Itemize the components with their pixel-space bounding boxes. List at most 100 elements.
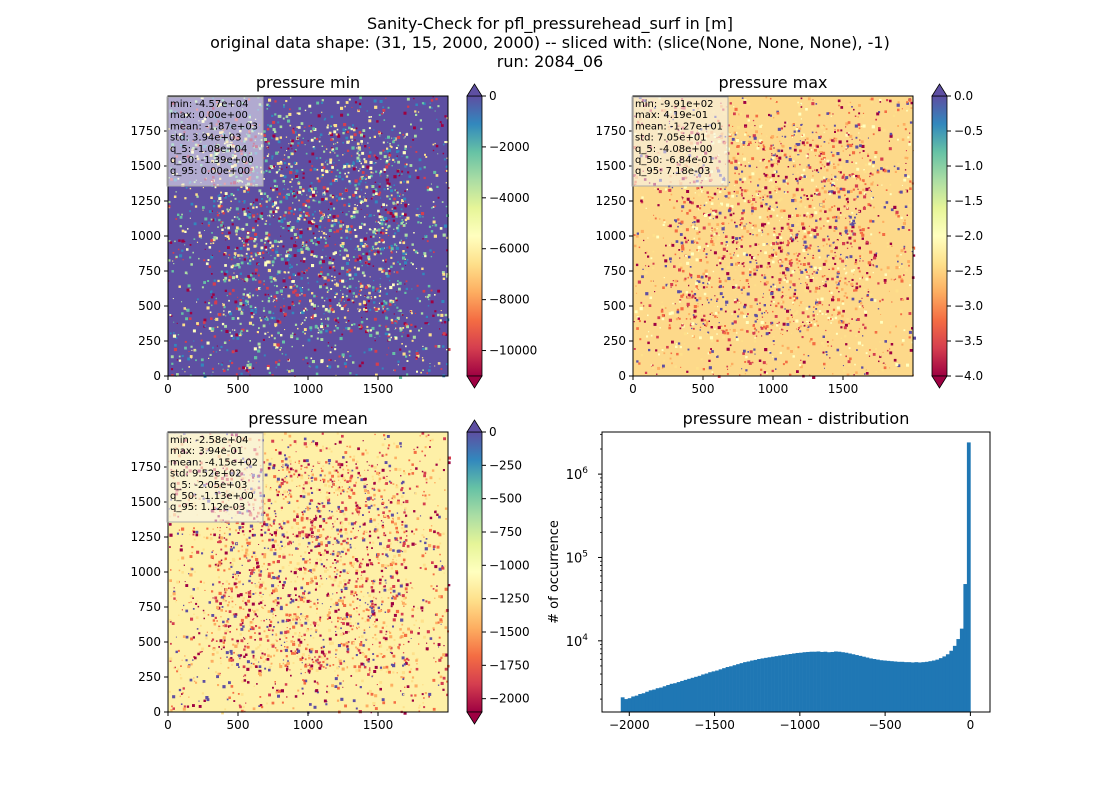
y-tick-label: 0 [153, 369, 161, 383]
heatmap-pixel [912, 336, 916, 340]
heatmap-pixel [324, 216, 326, 218]
heatmap-pixel [351, 277, 354, 280]
heatmap-pixel [710, 202, 714, 205]
heatmap-pixel [646, 251, 648, 253]
heatmap-pixel [289, 248, 293, 252]
heatmap-pixel [215, 297, 217, 300]
heatmap-pixel [652, 267, 655, 270]
heatmap-pixel [782, 334, 784, 335]
heatmap-pixel [705, 297, 709, 300]
heatmap-pixel [759, 167, 762, 170]
heatmap-pixel [235, 275, 238, 278]
heatmap-pixel [297, 272, 301, 276]
heatmap-pixel [770, 329, 773, 331]
heatmap-pixel [795, 143, 799, 147]
heatmap-pixel [906, 158, 908, 160]
heatmap-pixel [875, 252, 878, 255]
heatmap-pixel [181, 368, 184, 370]
heatmap-pixel [839, 171, 842, 174]
heatmap-pixel [781, 248, 783, 250]
heatmap-pixel [709, 336, 714, 340]
heatmap-pixel [291, 142, 294, 145]
heatmap-pixel [237, 333, 240, 335]
heatmap-pixel [825, 329, 827, 332]
heatmap-pixel [754, 298, 758, 302]
heatmap-pixel [734, 172, 736, 175]
heatmap-pixel [351, 323, 353, 326]
heatmap-pixel [233, 256, 236, 259]
heatmap-pixel [404, 203, 408, 207]
heatmap-pixel [847, 234, 850, 237]
heatmap-pixel [168, 280, 170, 282]
heatmap-pixel [763, 160, 767, 163]
heatmap-pixel [363, 274, 366, 277]
heatmap-pixel [250, 312, 253, 315]
heatmap-pixel [218, 196, 222, 200]
heatmap-pixel [695, 298, 699, 302]
heatmap-pixel [335, 195, 338, 198]
heatmap-pixel [908, 99, 912, 102]
heatmap-pixel [768, 113, 771, 117]
heatmap-pixel [726, 365, 729, 368]
heatmap-pixel [428, 225, 432, 228]
heatmap-pixel [300, 122, 304, 125]
heatmap-pixel [301, 293, 303, 295]
heatmap-pixel [268, 170, 271, 173]
heatmap-pixel [734, 221, 736, 224]
heatmap-pixel [904, 174, 907, 177]
heatmap-pixel [274, 279, 277, 282]
heatmap-pixel [873, 253, 877, 257]
heatmap-pixel [815, 219, 818, 222]
heatmap-pixel [326, 324, 329, 328]
heatmap-pixel [678, 317, 681, 320]
heatmap-pixel [365, 174, 368, 177]
heatmap-pixel [739, 112, 742, 116]
heatmap-pixel [712, 236, 714, 238]
heatmap-pixel [388, 154, 392, 157]
heatmap-pixel [703, 292, 707, 296]
heatmap-pixel [815, 301, 819, 305]
heatmap-pixel [902, 123, 906, 126]
heatmap-pixel [731, 137, 735, 141]
heatmap-pixel [354, 273, 358, 277]
heatmap-pixel [783, 125, 786, 128]
heatmap-pixel [835, 137, 838, 140]
heatmap-pixel [375, 231, 378, 234]
heatmap-pixel [821, 304, 824, 306]
heatmap-pixel [740, 245, 743, 248]
heatmap-pixel [375, 170, 378, 173]
heatmap-pixel [328, 266, 332, 270]
heatmap-pixel [242, 297, 244, 299]
heatmap-pixel [349, 372, 352, 375]
heatmap-pixel [736, 332, 738, 334]
heatmap-pixel [305, 214, 308, 217]
heatmap-pixel [795, 233, 798, 237]
heatmap-pixel [280, 334, 283, 337]
heatmap-pixel [444, 141, 447, 144]
heatmap-pixel [834, 131, 836, 133]
heatmap-pixel [820, 297, 824, 301]
heatmap-pixel [380, 175, 382, 177]
heatmap-pixel [733, 254, 735, 256]
heatmap-pixel [779, 264, 782, 268]
heatmap-pixel [296, 191, 300, 195]
heatmap-pixel [238, 200, 241, 203]
heatmap-pixel [343, 123, 347, 127]
heatmap-pixel [788, 288, 790, 291]
heatmap-pixel [786, 243, 789, 247]
heatmap-pixel [383, 303, 386, 305]
heatmap-pixel [369, 214, 372, 217]
heatmap-pixel [303, 257, 306, 261]
heatmap-pixel [865, 193, 867, 195]
heatmap-pixel [803, 240, 807, 244]
heatmap-pixel [747, 351, 749, 353]
heatmap-pixel [787, 240, 789, 242]
heatmap-pixel [869, 242, 872, 245]
heatmap-pixel [384, 301, 388, 305]
x-tick-label: 0 [164, 382, 172, 396]
heatmap-pixel [400, 202, 402, 204]
heatmap-pixel [668, 326, 672, 330]
heatmap-pixel [742, 262, 745, 264]
heatmap-pixel [291, 178, 293, 181]
heatmap-pixel [358, 195, 361, 198]
